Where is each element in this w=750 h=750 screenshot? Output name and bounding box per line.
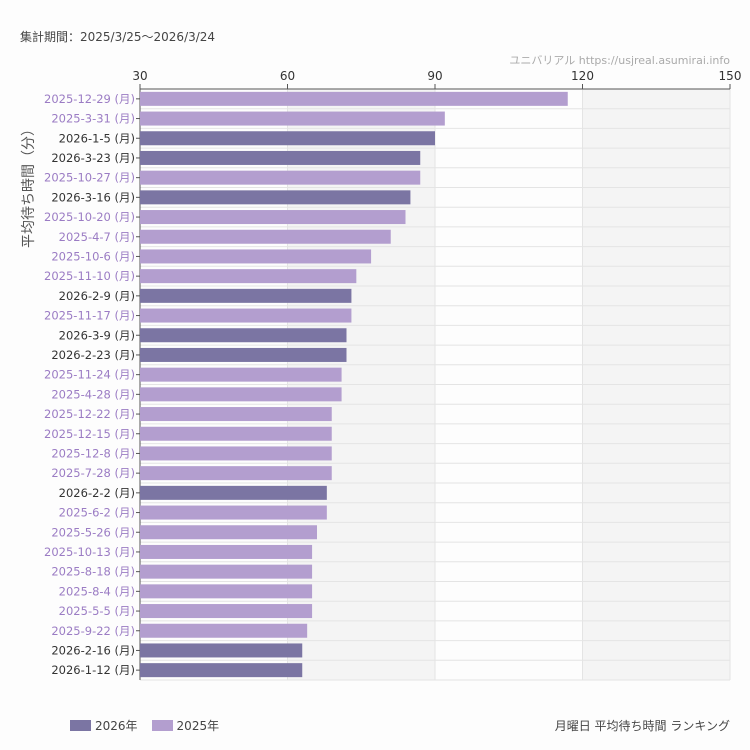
y-tick-label: 2026-3-23 (月) [51, 151, 135, 165]
x-tick-label: 120 [571, 69, 594, 83]
y-tick-label: 2025-6-2 (月) [59, 506, 135, 520]
y-tick-label: 2026-1-5 (月) [59, 131, 135, 145]
bar-2025 [140, 525, 317, 540]
bar-2025 [140, 466, 332, 481]
chart-title: 月曜日 平均待ち時間 ランキング [554, 719, 730, 733]
bar-2025 [140, 170, 421, 185]
y-tick-label: 2025-5-26 (月) [51, 525, 135, 539]
y-tick-label: 2025-11-24 (月) [44, 368, 135, 382]
bar-2026 [140, 190, 411, 205]
bar-2026 [140, 643, 303, 658]
bar-2025 [140, 564, 313, 579]
y-tick-label: 2025-8-18 (月) [51, 565, 135, 579]
legend-item-2026[interactable]: 2026年 [70, 717, 138, 734]
y-tick-label: 2026-1-12 (月) [51, 663, 135, 677]
y-tick-label: 2026-2-16 (月) [51, 643, 135, 657]
legend-swatch-2025 [151, 720, 173, 731]
bar-2025 [140, 91, 568, 106]
bar-2026 [140, 150, 421, 165]
y-tick-label: 2025-12-15 (月) [44, 427, 135, 441]
x-tick-label: 90 [427, 69, 442, 83]
bar-2025 [140, 446, 332, 461]
y-tick-label: 2025-4-28 (月) [51, 387, 135, 401]
y-tick-label: 2026-3-9 (月) [59, 328, 135, 342]
bar-2025 [140, 604, 313, 619]
bar-2025 [140, 407, 332, 422]
y-tick-label: 2025-10-27 (月) [44, 171, 135, 185]
site-credit: ユニバリアル https://usjreal.asumirai.info [509, 54, 730, 67]
y-tick-label: 2025-10-20 (月) [44, 210, 135, 224]
x-tick-label: 30 [132, 69, 147, 83]
y-tick-label: 2026-2-23 (月) [51, 348, 135, 362]
y-tick-label: 2025-12-8 (月) [51, 446, 135, 460]
bar-2025 [140, 544, 313, 559]
y-tick-label: 2025-5-5 (月) [59, 604, 135, 618]
period-label: 集計期間：2025/3/25〜2026/3/24 [20, 30, 216, 44]
legend-label-2026: 2026年 [95, 719, 138, 733]
bar-2025 [140, 269, 357, 284]
y-tick-label: 2026-3-16 (月) [51, 190, 135, 204]
bar-2025 [140, 505, 327, 520]
y-tick-label: 2025-9-22 (月) [51, 624, 135, 638]
bar-2025 [140, 426, 332, 441]
bar-2026 [140, 485, 327, 500]
bar-2025 [140, 308, 352, 323]
legend-item-2025[interactable]: 2025年 [151, 717, 220, 734]
bar-2025 [140, 387, 342, 402]
bar-2025 [140, 584, 313, 599]
y-tick-label: 2025-3-31 (月) [51, 112, 135, 126]
bar-2026 [140, 347, 347, 362]
bar-2025 [140, 623, 308, 638]
y-tick-label: 2025-4-7 (月) [59, 230, 135, 244]
legend: 2026年 2025年 [70, 717, 219, 734]
bar-2025 [140, 229, 391, 244]
x-tick-label: 150 [719, 69, 742, 83]
legend-label-2025: 2025年 [176, 719, 220, 733]
x-tick-label: 60 [280, 69, 295, 83]
bar-2026 [140, 328, 347, 343]
bar-2026 [140, 288, 352, 303]
y-tick-label: 2026-2-2 (月) [59, 486, 135, 500]
y-tick-label: 2025-12-29 (月) [44, 92, 135, 106]
y-tick-label: 2025-11-17 (月) [44, 309, 135, 323]
legend-swatch-2026 [70, 720, 91, 731]
bar-2026 [140, 131, 435, 146]
y-tick-label: 2025-12-22 (月) [44, 407, 135, 421]
y-tick-label: 2025-7-28 (月) [51, 466, 135, 480]
y-tick-label: 2025-11-10 (月) [44, 269, 135, 283]
y-tick-label: 2025-10-13 (月) [44, 545, 135, 559]
y-tick-label: 2025-8-4 (月) [59, 584, 135, 598]
bar-2025 [140, 210, 406, 225]
y-tick-label: 2026-2-9 (月) [59, 289, 135, 303]
y-axis-title: 平均待ち時間（分） [21, 122, 37, 248]
bar-2025 [140, 111, 445, 126]
bar-2025 [140, 367, 342, 382]
bar-2026 [140, 663, 303, 678]
y-tick-label: 2025-10-6 (月) [51, 249, 135, 263]
bar-2025 [140, 249, 372, 264]
